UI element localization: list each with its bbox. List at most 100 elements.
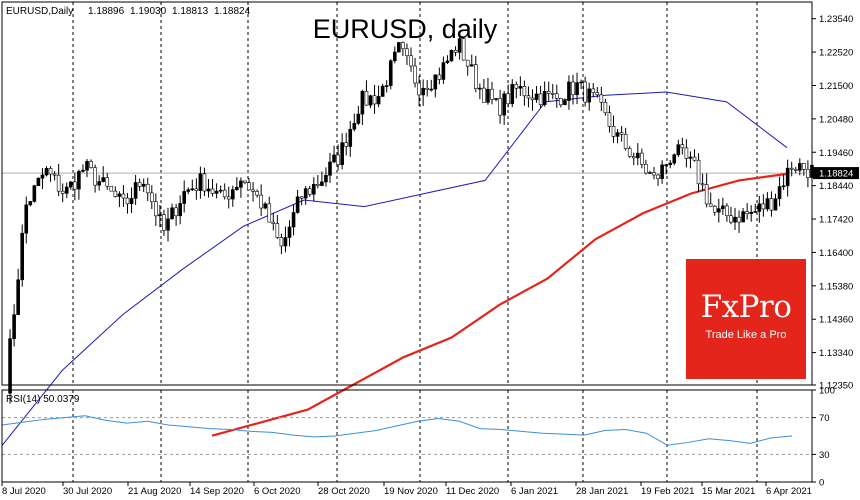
candle-body — [696, 159, 701, 185]
candle-body — [725, 205, 729, 216]
candle-body — [352, 123, 357, 130]
candle-body — [761, 203, 766, 210]
candle-body — [303, 188, 308, 199]
candle-body — [271, 221, 276, 224]
candle-body — [433, 74, 438, 90]
candle-body — [793, 168, 798, 171]
price-tick-label: 1.14360 — [819, 315, 853, 326]
ohlc-close: 1.18824 — [214, 6, 251, 17]
price-tick-label: 1.19460 — [819, 148, 853, 159]
candle-body — [530, 97, 535, 100]
candle-body — [291, 212, 296, 228]
ohlc-high: 1.19030 — [130, 6, 167, 17]
candle-body — [239, 180, 243, 188]
candle-body — [48, 168, 53, 175]
rsi-tick-label: 70 — [819, 413, 830, 424]
candle-body — [263, 203, 268, 209]
rsi-panel-border — [1, 389, 813, 483]
candle-body — [688, 156, 693, 159]
candle-body — [137, 182, 142, 187]
candle-body — [324, 175, 328, 183]
candle-body — [202, 173, 207, 192]
candle-body — [214, 190, 219, 194]
candle-body — [231, 189, 235, 200]
time-tick-label: 8 Jul 2020 — [2, 486, 46, 497]
candle-body — [81, 169, 85, 172]
candle-body — [664, 164, 668, 167]
candle-body — [619, 132, 624, 135]
candle-body — [449, 49, 454, 62]
candle-body — [421, 87, 425, 96]
candle-body — [453, 49, 458, 53]
candle-body — [316, 183, 320, 186]
candle-body — [20, 232, 25, 281]
candle-body — [194, 188, 199, 191]
candle-body — [133, 182, 138, 199]
candle-body — [259, 194, 263, 209]
candle-body — [635, 152, 640, 159]
price-tick-label: 1.18440 — [819, 181, 853, 192]
candles — [8, 36, 814, 404]
candle-body — [672, 154, 677, 164]
candle-body — [332, 154, 336, 163]
rsi-tick-label: 100 — [819, 386, 835, 397]
candle-body — [583, 81, 587, 103]
candle-body — [656, 174, 660, 179]
candle-body — [247, 182, 251, 191]
candle-body — [708, 203, 713, 207]
candle-body — [712, 205, 717, 213]
candle-body — [640, 152, 644, 165]
candle-body — [336, 154, 340, 165]
candle-body — [56, 174, 61, 192]
time-tick-label: 19 Feb 2021 — [641, 486, 694, 497]
candle-body — [579, 81, 583, 84]
candle-body — [704, 184, 709, 205]
price-tick-label: 1.16400 — [819, 248, 853, 259]
candle-body — [437, 74, 442, 80]
candle-body — [348, 128, 353, 147]
candle-body — [174, 207, 178, 217]
candle-body — [648, 172, 652, 174]
ma-fast-path — [1, 91, 788, 446]
candle-body — [28, 201, 33, 206]
candle-body — [360, 90, 365, 115]
candle-body — [150, 192, 154, 203]
candle-body — [384, 85, 389, 87]
candle-body — [328, 161, 332, 176]
candle-body — [781, 185, 786, 188]
candle-body — [587, 88, 592, 103]
last-price-label: 1.18824 — [819, 169, 853, 180]
candle-body — [376, 96, 381, 105]
candle-body — [644, 163, 648, 174]
chart-title: EURUSD, daily — [313, 14, 498, 44]
candle-body — [522, 86, 527, 97]
candle-body — [526, 95, 531, 99]
candle-body — [113, 190, 118, 197]
candle-body — [89, 161, 93, 168]
candle-body — [563, 100, 567, 106]
candle-body — [44, 168, 49, 176]
candle-body — [251, 189, 255, 192]
candle-body — [222, 189, 227, 198]
candle-body — [32, 185, 37, 202]
candle-body — [733, 216, 737, 223]
candle-body — [806, 168, 810, 178]
candle-body — [668, 162, 673, 166]
candle-body — [498, 98, 502, 116]
candle-body — [340, 142, 344, 165]
candle-body — [243, 180, 247, 184]
candle-body — [16, 279, 20, 315]
candle-body — [494, 98, 498, 100]
candle-body — [603, 101, 608, 114]
candle-body — [267, 203, 272, 223]
candle-body — [445, 60, 450, 63]
candle-body — [789, 167, 794, 170]
candle-body — [506, 93, 511, 105]
candle-body — [514, 84, 519, 89]
candle-body — [255, 191, 259, 196]
candle-body — [745, 211, 749, 214]
candle-body — [753, 211, 758, 213]
time-tick-label: 15 Mar 2021 — [702, 486, 755, 497]
candle-body — [684, 147, 689, 159]
price-tick-label: 1.12350 — [819, 381, 853, 392]
